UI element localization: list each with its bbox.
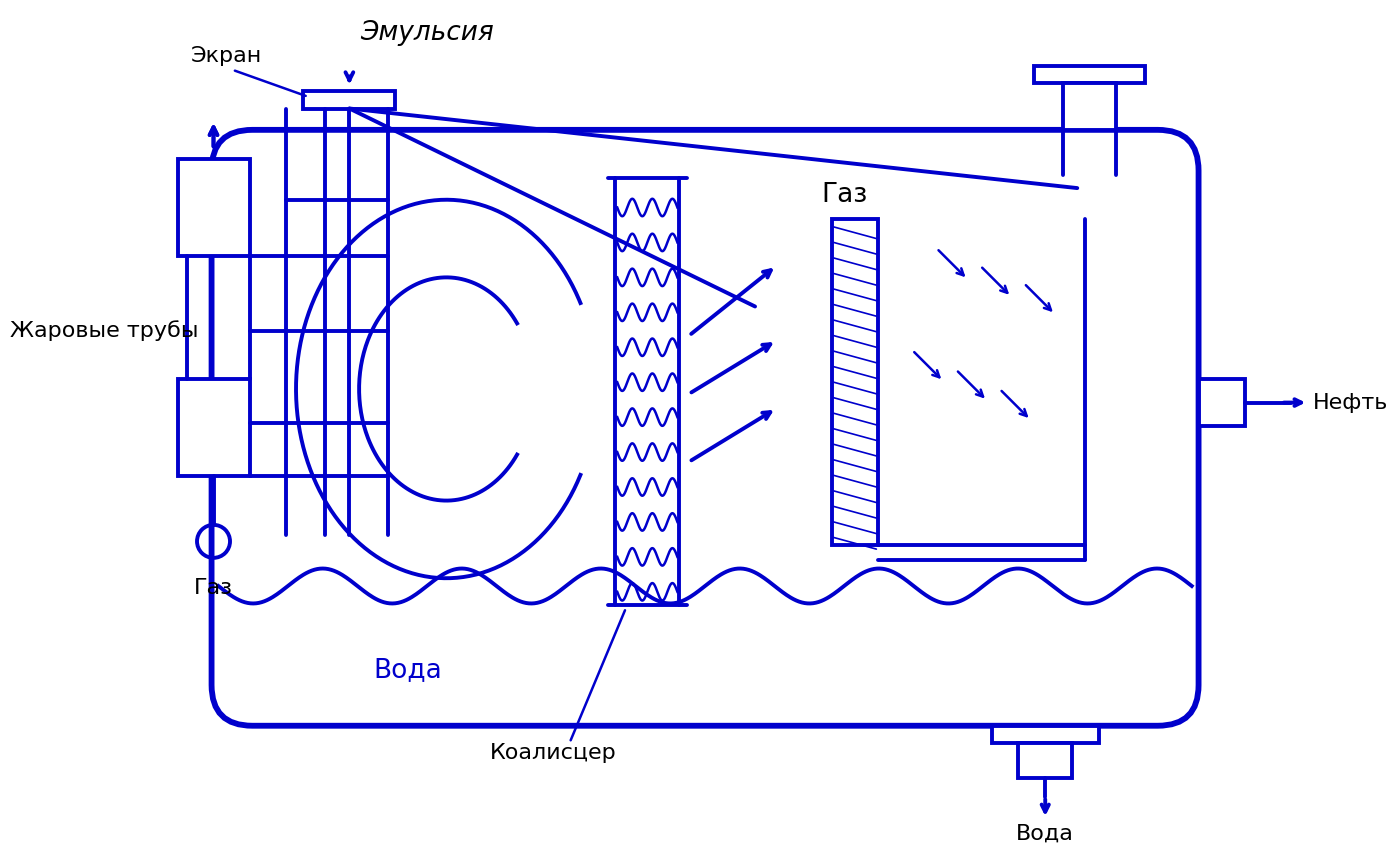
Text: Эмульсия: Эмульсия bbox=[361, 20, 495, 47]
Bar bbox=[302, 91, 396, 109]
Bar bbox=[1018, 743, 1073, 778]
Text: Экран: Экран bbox=[191, 46, 262, 66]
Bar bbox=[832, 220, 879, 545]
Text: Вода: Вода bbox=[1017, 824, 1074, 843]
Text: Нефть: Нефть bbox=[1314, 392, 1389, 413]
Text: Вода: Вода bbox=[373, 658, 442, 683]
Bar bbox=[177, 159, 251, 256]
Bar bbox=[1034, 66, 1145, 83]
Text: Газ: Газ bbox=[194, 578, 233, 598]
Text: Коалисцер: Коалисцер bbox=[490, 743, 617, 763]
Bar bbox=[177, 380, 251, 477]
Bar bbox=[992, 726, 1099, 743]
FancyBboxPatch shape bbox=[212, 130, 1198, 726]
Text: Газ: Газ bbox=[822, 182, 868, 208]
Text: Жаровые трубы: Жаровые трубы bbox=[10, 320, 198, 341]
Bar bbox=[1063, 83, 1116, 130]
Bar bbox=[1198, 380, 1245, 426]
